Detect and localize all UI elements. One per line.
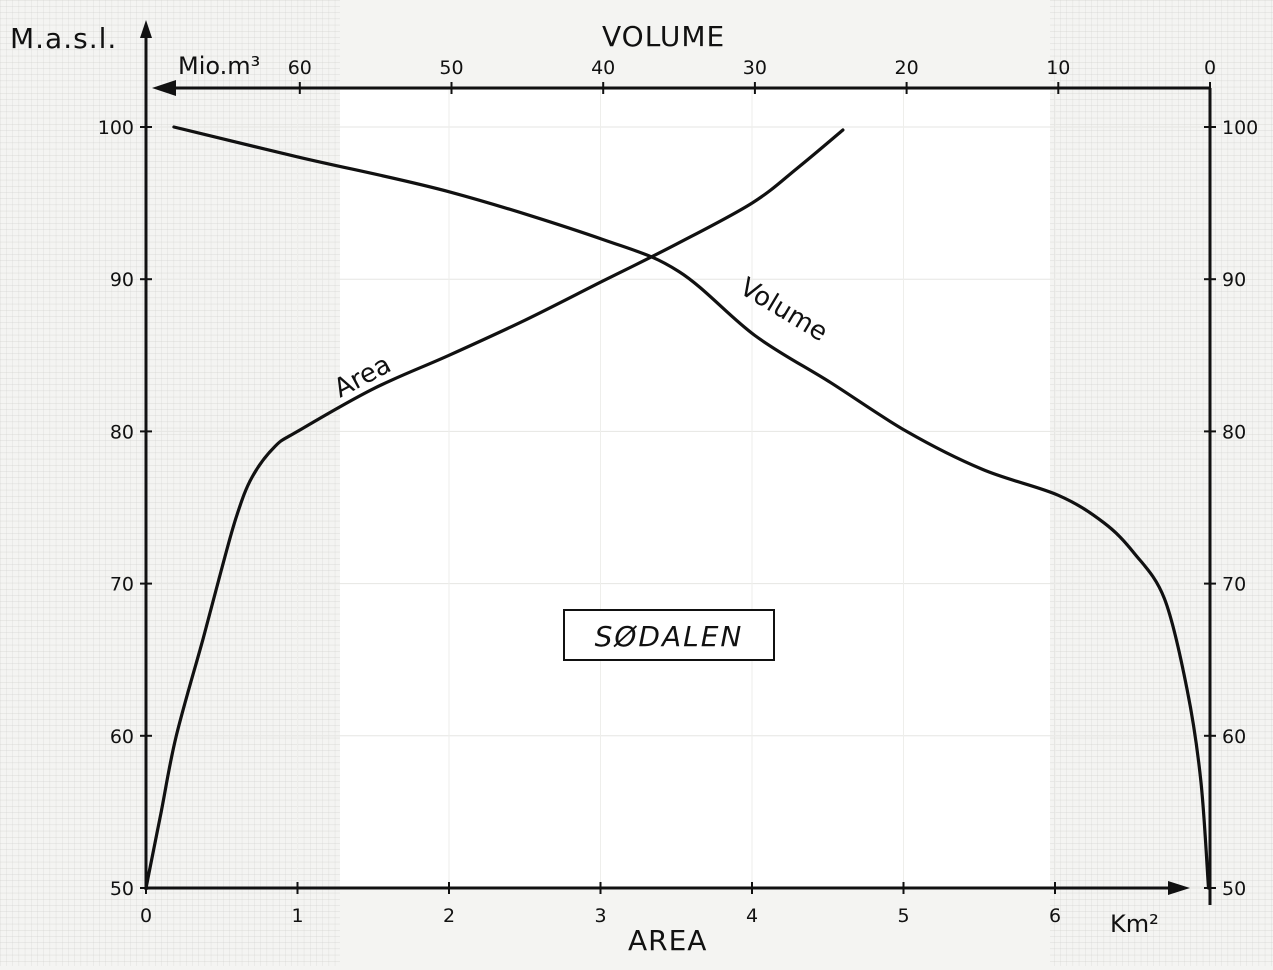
y-tick-label-left: 70: [110, 574, 134, 596]
x-tick-label-area: 0: [140, 905, 152, 927]
y-tick-label-left: 80: [110, 421, 134, 443]
x2-axis-unit: Mio.m³: [178, 52, 260, 80]
y-tick-label-right: 60: [1222, 726, 1246, 748]
x-tick-label-area: 4: [746, 905, 758, 927]
x-axis-unit: Km²: [1110, 910, 1159, 938]
y-tick-label-right: 90: [1222, 269, 1246, 291]
y-tick-label-right: 80: [1222, 421, 1246, 443]
chart-title: SØDALEN: [595, 620, 744, 653]
grid-paper-right: [1050, 0, 1273, 966]
y-tick-label-right: 50: [1222, 878, 1246, 900]
x-tick-label-volume: 40: [591, 57, 615, 79]
x-tick-label-area: 3: [594, 905, 606, 927]
x-tick-label-volume: 0: [1204, 57, 1216, 79]
x-tick-label-volume: 10: [1046, 57, 1070, 79]
y-tick-label-left: 50: [110, 878, 134, 900]
x-tick-label-area: 2: [443, 905, 455, 927]
y-tick-label-left: 100: [98, 117, 134, 139]
y-tick-label-right: 70: [1222, 574, 1246, 596]
x-tick-label-area: 6: [1049, 905, 1061, 927]
x-tick-label-area: 5: [897, 905, 909, 927]
x-tick-label-volume: 30: [743, 57, 767, 79]
plot-area-background: [340, 90, 1050, 890]
x2-axis-title: VOLUME: [602, 20, 725, 53]
y-axis-title: M.a.s.l.: [10, 22, 117, 55]
x-tick-label-volume: 60: [288, 57, 312, 79]
x-tick-label-area: 1: [291, 905, 303, 927]
x-axis-title: AREA: [628, 924, 707, 957]
y-tick-label-left: 90: [110, 269, 134, 291]
y-tick-label-left: 60: [110, 726, 134, 748]
x-tick-label-volume: 20: [895, 57, 919, 79]
grid-paper-left: [0, 0, 340, 966]
x-tick-label-volume: 50: [439, 57, 463, 79]
y-tick-label-right: 100: [1222, 117, 1258, 139]
